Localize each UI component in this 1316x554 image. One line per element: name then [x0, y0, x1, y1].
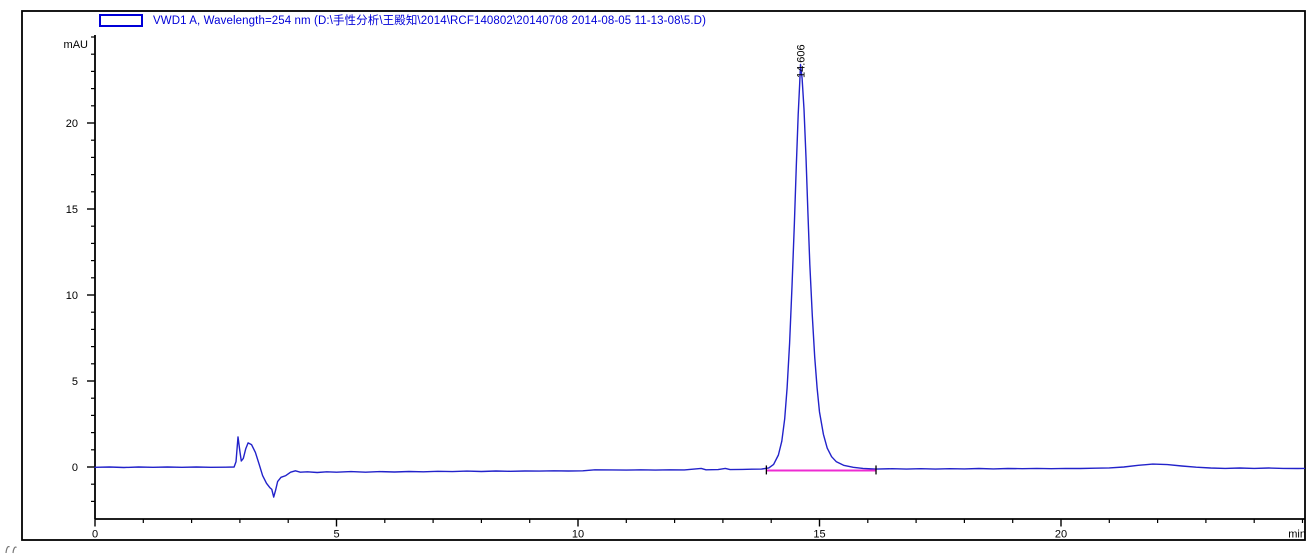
y-axis-unit-label: mAU [64, 39, 89, 51]
peak-retention-time-label: 14.606 [795, 44, 807, 78]
y-tick-label-5: 5 [72, 376, 78, 388]
plot-frame [21, 10, 1306, 541]
y-tick-label-15: 15 [66, 204, 78, 216]
x-tick-label-15: 15 [813, 529, 825, 541]
y-tick-label-10: 10 [66, 290, 78, 302]
signal-trace [94, 63, 1306, 498]
x-tick-label-20: 20 [1055, 529, 1067, 541]
x-tick-label-0: 0 [92, 529, 98, 541]
signal-legend: VWD1 A, Wavelength=254 nm (D:\手性分析\王殿知\2… [99, 12, 706, 28]
x-tick-label-10: 10 [572, 529, 584, 541]
x-axis-unit-label: min [1288, 529, 1306, 541]
signal-color-swatch-icon [99, 13, 143, 27]
x-tick-label-5: 5 [333, 529, 339, 541]
signal-legend-label: VWD1 A, Wavelength=254 nm (D:\手性分析\王殿知\2… [153, 15, 706, 27]
bottom-left-artifact [5, 546, 17, 554]
y-tick-label-20: 20 [66, 118, 78, 130]
y-tick-label-0: 0 [72, 462, 78, 474]
